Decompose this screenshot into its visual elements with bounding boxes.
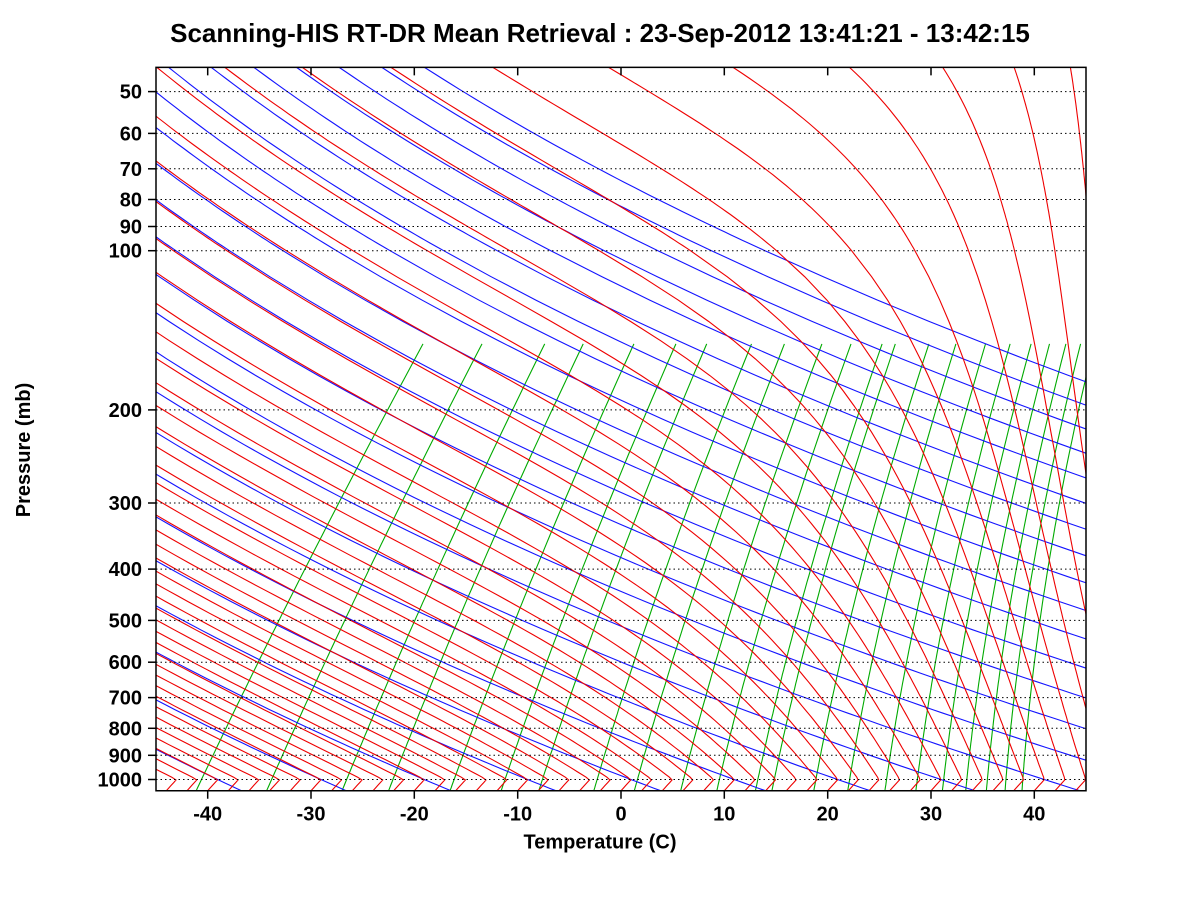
svg-text:100: 100 [109, 241, 142, 263]
svg-text:90: 90 [120, 217, 142, 239]
svg-text:-10: -10 [503, 804, 532, 826]
svg-text:Temperature (C): Temperature (C) [524, 832, 677, 854]
svg-text:-40: -40 [193, 804, 222, 826]
svg-text:900: 900 [109, 745, 142, 767]
svg-text:20: 20 [817, 804, 839, 826]
svg-text:60: 60 [120, 123, 142, 145]
svg-text:10: 10 [713, 804, 735, 826]
svg-text:30: 30 [920, 804, 942, 826]
svg-text:700: 700 [109, 688, 142, 710]
svg-text:-30: -30 [297, 804, 326, 826]
svg-text:600: 600 [109, 652, 142, 674]
svg-text:400: 400 [109, 559, 142, 581]
svg-text:500: 500 [109, 610, 142, 632]
svg-text:50: 50 [120, 82, 142, 104]
svg-text:80: 80 [120, 190, 142, 212]
svg-text:200: 200 [109, 400, 142, 422]
svg-text:70: 70 [120, 159, 142, 181]
svg-text:Pressure (mb): Pressure (mb) [13, 383, 35, 518]
svg-text:-20: -20 [400, 804, 429, 826]
svg-text:1000: 1000 [98, 770, 143, 792]
svg-text:Scanning-HIS RT-DR Mean Retrie: Scanning-HIS RT-DR Mean Retrieval : 23-S… [170, 18, 1030, 48]
svg-text:800: 800 [109, 718, 142, 740]
svg-text:40: 40 [1023, 804, 1045, 826]
svg-text:300: 300 [109, 493, 142, 515]
svg-text:0: 0 [615, 804, 626, 826]
